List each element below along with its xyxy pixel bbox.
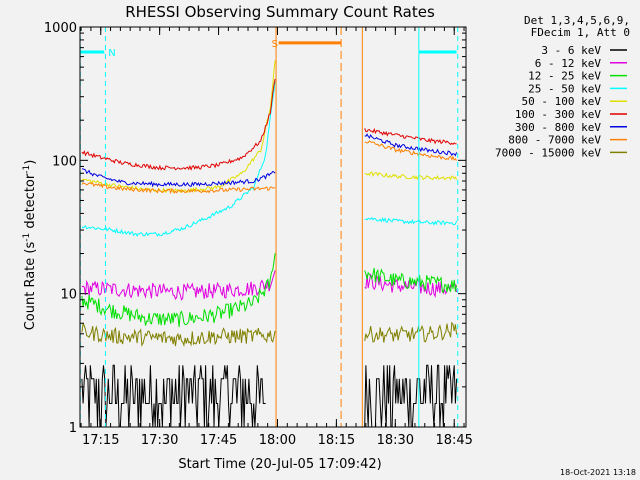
legend-item-7: 800 - 7000 keV: [508, 134, 627, 147]
flag-label-0: N: [108, 48, 115, 59]
x-tick-label-2: 17:45: [200, 433, 237, 448]
series-0-segment-1: [364, 364, 458, 428]
series-3-segment-0: [81, 81, 276, 237]
legend-item-0: 3 - 6 keV: [541, 44, 627, 57]
x-tick-label-3: 18:00: [259, 433, 296, 448]
legend-item-1: 6 - 12 keV: [535, 57, 627, 70]
legend-item-4: 50 - 100 keV: [522, 95, 627, 108]
legend-label-7: 800 - 7000 keV: [508, 134, 601, 147]
legend-header-1: FDecim 1, Att 0: [531, 26, 630, 39]
series-7-segment-0: [81, 182, 276, 195]
legend-label-5: 100 - 300 keV: [515, 108, 601, 121]
legend-label-8: 7000 - 15000 keV: [495, 146, 601, 159]
series-6-segment-1: [364, 133, 458, 157]
legend-label-4: 50 - 100 keV: [522, 95, 602, 108]
series-4-segment-1: [364, 171, 458, 181]
legend-item-3: 25 - 50 keV: [528, 82, 627, 95]
plot-frame: [79, 26, 467, 428]
series-2-segment-0: [81, 253, 276, 328]
axes: 17:15 17:30 17:45 18:00 18:15 18:30 18:45 1 10 10…: [44, 21, 473, 448]
series-6-segment-0: [81, 168, 276, 188]
y-axis-label-part3: ): [23, 160, 38, 165]
series-0-segment-0: [81, 364, 266, 428]
series-2: [81, 253, 458, 328]
legend-label-6: 300 - 800 keV: [515, 121, 601, 134]
series-8: [81, 321, 458, 348]
series-8-segment-0: [81, 322, 276, 348]
legend-item-2: 12 - 25 keV: [528, 70, 627, 83]
y-axis-label-sup1: -1: [22, 233, 32, 242]
x-axis-label: Start Time (20-Jul-05 17:09:42): [178, 457, 381, 472]
series-5-segment-0: [81, 78, 276, 171]
series-3-segment-1: [364, 216, 458, 226]
legend-label-3: 25 - 50 keV: [528, 82, 601, 95]
series-8-segment-1: [364, 321, 458, 343]
y-tick-label-0: 1: [69, 421, 77, 436]
series-5-segment-1: [364, 127, 457, 146]
flag-label-1: S: [272, 39, 278, 50]
y-axis-label-part2: detector: [23, 173, 38, 233]
y-axis-label-part1: Count Rate (s: [23, 242, 38, 331]
legend-item-6: 300 - 800 keV: [515, 121, 627, 134]
series-2-segment-1: [364, 267, 458, 293]
series-1-segment-0: [81, 270, 276, 301]
legend-header-0: Det 1,3,4,5,6,9,: [524, 14, 630, 27]
legend-item-5: 100 - 300 keV: [515, 108, 627, 121]
legend-label-0: 3 - 6 keV: [541, 44, 601, 57]
legend-label-1: 6 - 12 keV: [535, 57, 602, 70]
y-axis-label: Count Rate (s-1 detector-1): [22, 160, 38, 331]
x-tick-label-0: 17:15: [82, 433, 119, 448]
series-7-segment-1: [364, 140, 458, 161]
y-tick-label-2: 100: [52, 154, 77, 169]
series-6: [81, 133, 458, 188]
y-tick-label-1: 10: [60, 288, 77, 303]
x-tick-label-5: 18:30: [377, 433, 414, 448]
series-0: [81, 364, 458, 428]
chart-title: RHESSI Observing Summary Count Rates: [125, 3, 435, 21]
x-tick-label-4: 18:15: [318, 433, 355, 448]
legend: Det 1,3,4,5,6,9,FDecim 1, Att 0 3 - 6 keV…: [495, 14, 630, 159]
x-tick-label-1: 17:30: [141, 433, 178, 448]
timestamp: 18-Oct-2021 13:18: [560, 468, 636, 477]
y-tick-label-3: 1000: [44, 21, 77, 36]
series-3: [81, 81, 458, 237]
series-5: [81, 78, 457, 171]
x-tick-label-6: 18:45: [435, 433, 472, 448]
legend-item-8: 7000 - 15000 keV: [495, 146, 627, 159]
y-axis-label-sup2: -1: [22, 165, 32, 174]
series-7: [81, 140, 458, 195]
legend-label-2: 12 - 25 keV: [528, 70, 601, 83]
